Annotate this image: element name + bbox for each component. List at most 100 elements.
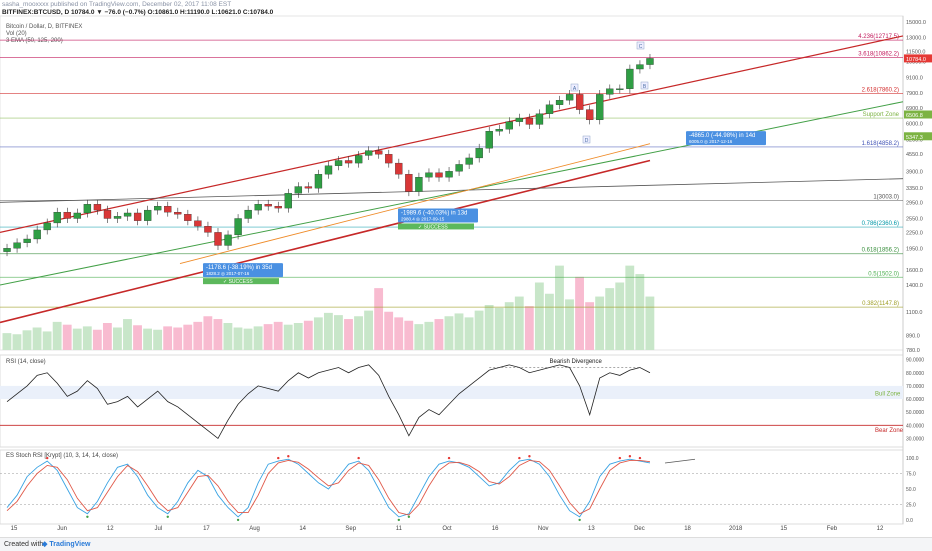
volume-bar	[424, 321, 434, 350]
candle	[113, 216, 122, 219]
volume-bar	[313, 317, 323, 350]
candle	[224, 234, 232, 246]
candle	[415, 177, 423, 192]
volume-bar	[494, 307, 504, 350]
volume-bar	[444, 316, 454, 350]
fib-label: 4.236(12717.5)	[858, 34, 899, 40]
candle	[154, 205, 162, 211]
stoch-overbought-dot	[277, 456, 280, 460]
candle	[525, 117, 534, 125]
volume-bar	[344, 319, 353, 350]
x-tick-label: 17	[203, 526, 210, 532]
volume-bar	[334, 315, 343, 350]
zone-label: Bull Zone	[875, 391, 901, 397]
price-tick-label: 11500.0	[906, 49, 925, 55]
stoch-oversold-dot	[86, 515, 89, 518]
candle	[344, 160, 353, 164]
measure-callout	[398, 208, 478, 223]
rsi-tick-label: 90.0000	[906, 358, 924, 364]
candle	[314, 174, 323, 189]
candle	[123, 212, 132, 217]
stoch-tick-label: 75.0	[906, 472, 916, 478]
x-tick-label: 18	[684, 526, 691, 532]
volume-bar	[223, 323, 233, 350]
candle	[33, 229, 41, 240]
volume-bar	[283, 324, 293, 350]
success-badge	[203, 278, 279, 285]
volume-bar	[595, 296, 605, 350]
zone-label: Bear Zone	[875, 428, 904, 434]
volume-bar	[32, 327, 42, 350]
x-tick-label: 14	[299, 526, 306, 532]
x-tick-label: Sep	[345, 526, 356, 532]
candle	[174, 211, 182, 215]
pattern-point	[640, 81, 649, 90]
candle	[214, 232, 222, 246]
price-tick-label: 4550.0	[906, 152, 923, 158]
price-chart[interactable]: 15000.013000.011500.010500.09100.07900.0…	[0, 0, 932, 537]
candle	[133, 212, 142, 221]
stoch-tick-label: 0.0	[906, 518, 913, 524]
candle	[596, 94, 604, 121]
stoch-oversold-dot	[397, 518, 401, 522]
stoch-line-k	[6, 458, 651, 518]
volume-bar	[203, 316, 213, 350]
volume-bar	[42, 331, 52, 350]
volume-bar	[354, 316, 363, 350]
publisher-line: sasha_mooxxxx published on TradingView.c…	[2, 1, 232, 8]
stoch-overbought-dot	[46, 456, 49, 460]
volume-bar	[605, 288, 615, 350]
price-tick-label: 2250.0	[906, 230, 923, 236]
candle	[93, 204, 102, 211]
stoch-oversold-dot	[166, 515, 169, 518]
volume-bar	[113, 327, 122, 350]
candle	[83, 204, 92, 214]
stoch-oversold-dot	[236, 518, 240, 522]
volume-bar	[404, 320, 414, 350]
volume-bar	[323, 312, 333, 350]
candle	[636, 64, 644, 70]
volume-bar	[243, 328, 253, 350]
price-tick-label: 6900.0	[906, 106, 923, 112]
price-tick-label: 1600.0	[906, 268, 923, 274]
volume-bar	[123, 319, 132, 350]
price-tick-label: 13000.0	[906, 36, 926, 42]
candle	[204, 226, 212, 233]
volume-bar	[575, 276, 584, 350]
candle	[324, 165, 333, 175]
horizontal-trend-line	[0, 178, 904, 203]
volume-bar	[2, 333, 12, 350]
x-tick-label: Feb	[827, 526, 838, 532]
fib-label: Support Zone	[863, 112, 900, 118]
stoch-oversold-dot	[578, 518, 581, 522]
volume-bar	[364, 310, 374, 350]
price-tick-label: 7900.0	[906, 91, 923, 97]
stoch-oversold-dot	[407, 515, 411, 518]
candle	[244, 209, 252, 219]
fib-label: 2.618(7860.2)	[862, 88, 899, 94]
volume-bar	[293, 323, 303, 350]
rsi-tick-label: 30.0000	[906, 436, 924, 442]
pattern-point	[582, 135, 591, 144]
candle	[144, 209, 152, 221]
measure-callout	[686, 131, 766, 146]
candle	[103, 209, 112, 219]
volume-bar	[474, 310, 484, 350]
green-trend-line	[0, 101, 904, 286]
measure-callout-sub: 1828.2 ◎ 2017-07-16	[206, 271, 250, 276]
price-badge-text: 10784.0	[906, 57, 926, 63]
candle	[294, 186, 303, 194]
volume-bar	[163, 326, 173, 350]
candle	[354, 155, 363, 164]
price-tick-label: 1400.0	[906, 283, 923, 289]
fib-label: 0.786(2360.6)	[862, 221, 899, 227]
x-tick-label: 12	[107, 526, 114, 532]
volume-bar	[565, 299, 574, 350]
stoch-arrow	[664, 458, 696, 464]
price-tick-label: 1100.0	[906, 310, 922, 316]
candle	[73, 212, 82, 219]
volume-bar	[414, 324, 424, 350]
candle	[385, 154, 393, 164]
volume-bar	[384, 311, 394, 350]
candle	[485, 131, 493, 149]
